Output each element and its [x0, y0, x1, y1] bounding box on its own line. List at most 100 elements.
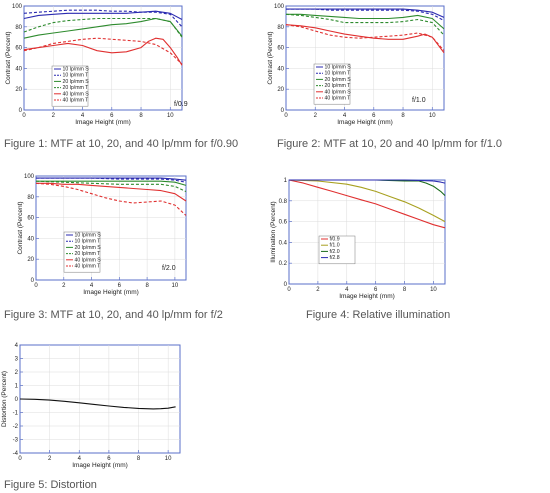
x-axis-label: Image Height (mm) — [75, 119, 131, 126]
x-tick-label: 4 — [343, 113, 347, 119]
f-number-label: f/0.9 — [174, 101, 188, 108]
x-tick-label: 8 — [137, 456, 141, 462]
y-tick-label: 20 — [15, 87, 22, 93]
series-line — [288, 179, 446, 223]
y-tick-label: 0 — [19, 108, 23, 114]
legend-entry: 10 lp/mm T — [63, 73, 90, 79]
y-tick-label: 40 — [15, 66, 22, 72]
chart-distortion: -4 -3 -2 -1 0 1 2 3 4 0 2 4 6 8 10 Image Height (mm) Dis… — [1, 343, 181, 469]
legend-entry: 20 lp/mm S — [63, 79, 90, 85]
series-line — [36, 177, 187, 183]
y-tick-label: 0.6 — [279, 220, 288, 226]
y-axis-label: Illumination (Percent) — [270, 201, 277, 262]
series-line — [288, 179, 446, 229]
legend-entry: 20 lp/mm T — [63, 85, 90, 91]
legend-entry: 40 lp/mm S — [75, 257, 102, 263]
y-tick-label: -4 — [13, 451, 19, 457]
f-number-label: f/1.0 — [412, 97, 426, 104]
plot-frame — [23, 5, 183, 111]
x-tick-label: 8 — [401, 113, 405, 119]
y-tick-label: 0 — [284, 282, 288, 288]
plot-frame — [285, 5, 445, 111]
x-tick-label: 10 — [429, 113, 436, 119]
legend-entry: 20 lp/mm S — [75, 245, 102, 251]
chart-mtf-f1.0: 0 20 40 60 80 100 0 2 4 6 8 10 Image Height (mm) Cont… — [267, 4, 445, 126]
y-tick-label: 0 — [281, 108, 285, 114]
figure-5-caption: Figure 5: Distortion — [4, 479, 97, 491]
x-tick-label: 8 — [403, 287, 407, 293]
x-tick-label: 4 — [90, 283, 94, 289]
y-tick-label: 100 — [24, 174, 35, 180]
series-line — [289, 179, 446, 184]
y-tick-label: 1 — [15, 384, 19, 390]
series-line — [36, 180, 187, 186]
plot-frame — [35, 175, 187, 281]
y-tick-label: 40 — [277, 66, 284, 72]
figure-2-caption: Figure 2: MTF at 10, 20 and 40 lp/mm for… — [277, 138, 502, 150]
y-tick-label: 3 — [15, 357, 19, 363]
y-axis-label: Contrast (Percent) — [5, 31, 12, 84]
series-line — [23, 17, 183, 38]
y-tick-label: 1 — [284, 178, 288, 184]
legend-box — [318, 235, 356, 265]
legend-entry: 10 lp/mm T — [75, 239, 102, 245]
series-line — [285, 13, 445, 36]
series-line — [36, 182, 187, 202]
legend-entry: 10 lp/mm S — [63, 67, 90, 73]
series-line — [23, 37, 183, 66]
y-tick-label: 40 — [27, 236, 34, 242]
legend-entry: 10 lp/mm S — [75, 233, 102, 239]
legend-entry: 40 lp/mm T — [75, 264, 102, 270]
legend-entry: f/1.0 — [330, 243, 340, 249]
x-tick-label: 10 — [167, 113, 174, 119]
x-tick-label: 2 — [62, 283, 66, 289]
y-tick-label: 80 — [27, 195, 34, 201]
x-tick-label: 10 — [165, 456, 172, 462]
series-line — [285, 24, 445, 54]
chart-mtf-f2.0: 0 20 40 60 80 100 0 2 4 6 8 10 Image Height (mm) Cont… — [17, 174, 187, 296]
y-tick-label: 2 — [15, 370, 19, 376]
y-tick-label: 20 — [277, 87, 284, 93]
x-tick-label: 4 — [345, 287, 349, 293]
x-tick-label: 6 — [372, 113, 376, 119]
series-line — [23, 9, 183, 28]
series-line — [23, 10, 183, 20]
y-tick-label: 0.2 — [279, 261, 288, 267]
y-tick-label: 0.4 — [279, 240, 288, 246]
series-line — [23, 37, 183, 65]
y-axis-label: Contrast (Percent) — [267, 31, 274, 84]
series-line — [19, 398, 176, 410]
y-tick-label: 100 — [12, 4, 23, 10]
x-axis-label: Image Height (mm) — [339, 293, 395, 300]
x-tick-label: 0 — [22, 113, 26, 119]
x-tick-label: 6 — [110, 113, 114, 119]
y-tick-label: 60 — [277, 46, 284, 52]
series-line — [286, 13, 445, 30]
legend-entry: 20 lp/mm T — [325, 83, 352, 89]
y-tick-label: 20 — [27, 257, 34, 263]
y-tick-label: 80 — [277, 25, 284, 31]
chart-mtf-f0.9: 0 20 40 60 80 100 0 2 4 6 8 10 Image Height (mm) Cont… — [5, 4, 188, 126]
series-line — [285, 24, 445, 52]
plot-frame — [288, 179, 446, 285]
x-tick-label: 0 — [284, 113, 288, 119]
figure-4-caption: Figure 4: Relative illumination — [306, 309, 450, 321]
x-tick-label: 4 — [78, 456, 82, 462]
y-tick-label: 0 — [31, 278, 35, 284]
legend-entry: f/2.8 — [330, 255, 340, 261]
y-tick-label: 80 — [15, 25, 22, 31]
legend-entry: 20 lp/mm S — [325, 77, 352, 83]
y-axis-label: Distortion (Percent) — [1, 371, 8, 427]
legend-entry: 40 lp/mm S — [63, 91, 90, 97]
x-tick-label: 2 — [52, 113, 56, 119]
x-tick-label: 2 — [314, 113, 318, 119]
f-number-label: f/2.0 — [162, 265, 176, 272]
y-tick-label: -2 — [13, 424, 19, 430]
series-line — [35, 182, 187, 216]
legend-entry: 20 lp/mm T — [75, 251, 102, 257]
figure-1-caption: Figure 1: MTF at 10, 20, and 40 lp/mm fo… — [4, 138, 238, 150]
x-tick-label: 4 — [81, 113, 85, 119]
legend-entry: f/2.0 — [330, 249, 340, 255]
